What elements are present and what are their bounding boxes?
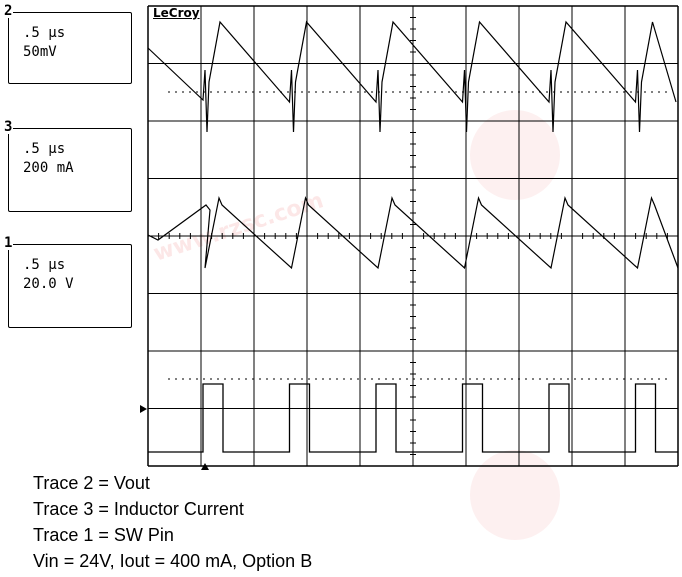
trace-3-inductor-current [147,195,679,270]
channel-2-info-box[interactable]: 2 .5 μs 50mV [3,4,132,84]
channel-1-scale: 20.0 V [23,276,74,292]
channel-1-timebase: .5 μs [23,257,66,273]
channel-3-scale: 200 mA [23,160,74,176]
caption-line-4: Vin = 24V, Iout = 400 mA, Option B [33,551,313,571]
channel-1-number: 1 [3,235,14,251]
channel-1-info-box[interactable]: 1 .5 μs 20.0 V [3,236,132,328]
channel-3-timebase: .5 μs [23,141,66,157]
caption-line-2: Trace 3 = Inductor Current [33,499,244,519]
caption-line-1: Trace 2 = Vout [33,473,150,493]
trace-1-ground-marker [140,405,147,413]
figure-caption: Trace 2 = Vout Trace 3 = Inductor Curren… [33,470,312,574]
lecroy-brand-label: LeCroy [153,6,200,20]
channel-3-info-box[interactable]: 3 .5 μs 200 mA [3,120,132,212]
channel-markers [140,405,209,470]
caption-line-3: Trace 1 = SW Pin [33,525,174,545]
channel-2-number: 2 [3,3,14,19]
trace-1-sw-pin [148,383,678,453]
channel-2-scale: 50mV [23,44,57,60]
graticule-grid [147,5,679,467]
trace-2-vout [147,20,677,133]
channel-2-timebase: .5 μs [23,25,66,41]
trigger-marker [201,463,209,470]
channel-3-number: 3 [3,119,14,135]
